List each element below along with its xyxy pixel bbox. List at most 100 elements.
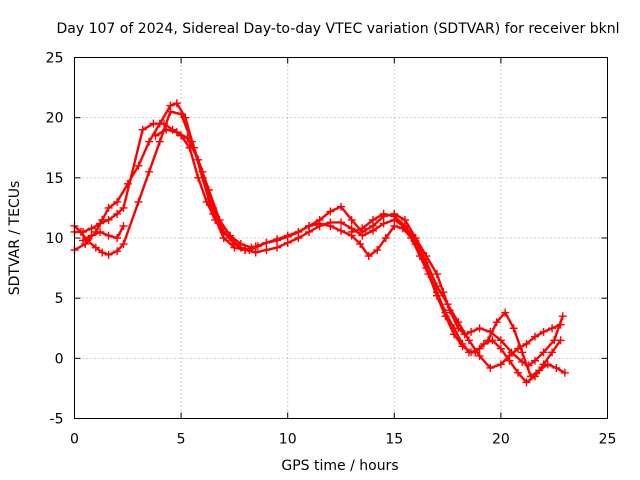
data-point [522,378,531,387]
data-point [467,348,476,357]
data-point [379,209,388,218]
data-point [552,363,561,372]
y-tick-label: 25 [46,51,64,67]
data-point [464,336,473,345]
data-point [486,363,495,372]
data-point [160,119,169,128]
data-point [368,226,377,235]
y-tick-label: 20 [46,111,64,127]
data-point [104,250,113,259]
data-point [475,344,484,353]
data-point [501,308,510,317]
data-point [119,221,128,230]
data-point [138,125,147,134]
data-point [368,215,377,224]
data-point [337,226,345,235]
data-point [226,231,235,240]
data-point [119,203,128,212]
data-point [526,372,535,381]
data-point [432,291,441,300]
data-point [543,360,552,369]
data-point [119,240,128,249]
data-point [356,240,365,249]
x-axis-label: GPS time / hours [281,458,398,474]
data-point [149,119,158,128]
x-tick-label: 5 [177,432,186,448]
data-point [560,368,569,377]
data-point [505,351,514,360]
data-point [535,366,544,375]
data-point [432,270,441,279]
x-tick-label: 25 [599,432,617,448]
x-tick-label: 20 [492,432,510,448]
data-point [454,318,463,327]
data-point [556,320,565,329]
data-point [194,155,203,164]
data-point [172,99,181,108]
data-point [283,232,292,241]
data-point [531,332,540,341]
data-point [548,348,557,357]
data-point [315,219,324,228]
data-point [91,243,100,252]
data-point [194,173,203,182]
data-point [400,221,409,230]
data-point [204,185,213,194]
data-point [513,368,522,377]
data-point [104,203,113,212]
data-point [458,342,467,351]
data-point [236,240,245,249]
data-point [390,221,399,230]
data-point [373,246,382,255]
data-point [347,215,356,224]
data-point [305,221,314,230]
data-point [556,336,565,345]
data-point [172,128,181,137]
data-point [151,131,160,140]
data-point [475,351,484,360]
data-point [166,107,175,116]
data-point [443,300,452,309]
data-point [145,137,154,146]
data-point [518,348,527,357]
series-line [154,128,253,249]
y-tick-label: 10 [46,231,64,247]
tick-labels: 0 5 10 15 20 25 -5 0 5 10 15 20 25 [46,51,617,448]
data-point [202,197,211,206]
data-point [253,242,262,251]
data-point [273,243,282,252]
data-point [79,227,88,236]
data-point [539,327,548,336]
chart-title: Day 107 of 2024, Sidereal Day-to-day VTE… [57,21,620,37]
data-point [358,231,367,240]
data-point [87,224,96,233]
data-point [422,258,431,267]
data-point [87,231,96,240]
data-point [104,215,113,224]
data-point [379,219,388,228]
data-point [358,224,367,233]
data-point [475,324,484,333]
data-point [155,137,164,146]
data-point [364,252,373,261]
series-line [350,212,562,370]
data-point [467,327,476,336]
data-point [96,227,105,236]
axis-ticks [74,57,608,419]
data-point [496,360,505,369]
data-point [496,336,505,345]
data-point [484,336,493,345]
data-point [98,248,107,257]
series-line [81,224,125,242]
data-point [104,231,113,240]
data-point [337,218,345,227]
data-point [134,161,143,170]
data-point [273,236,282,245]
data-point [326,207,335,216]
data-point [522,339,531,348]
data-point [347,227,356,236]
data-point [326,221,335,230]
data-point [113,247,122,256]
data-point [513,344,522,353]
